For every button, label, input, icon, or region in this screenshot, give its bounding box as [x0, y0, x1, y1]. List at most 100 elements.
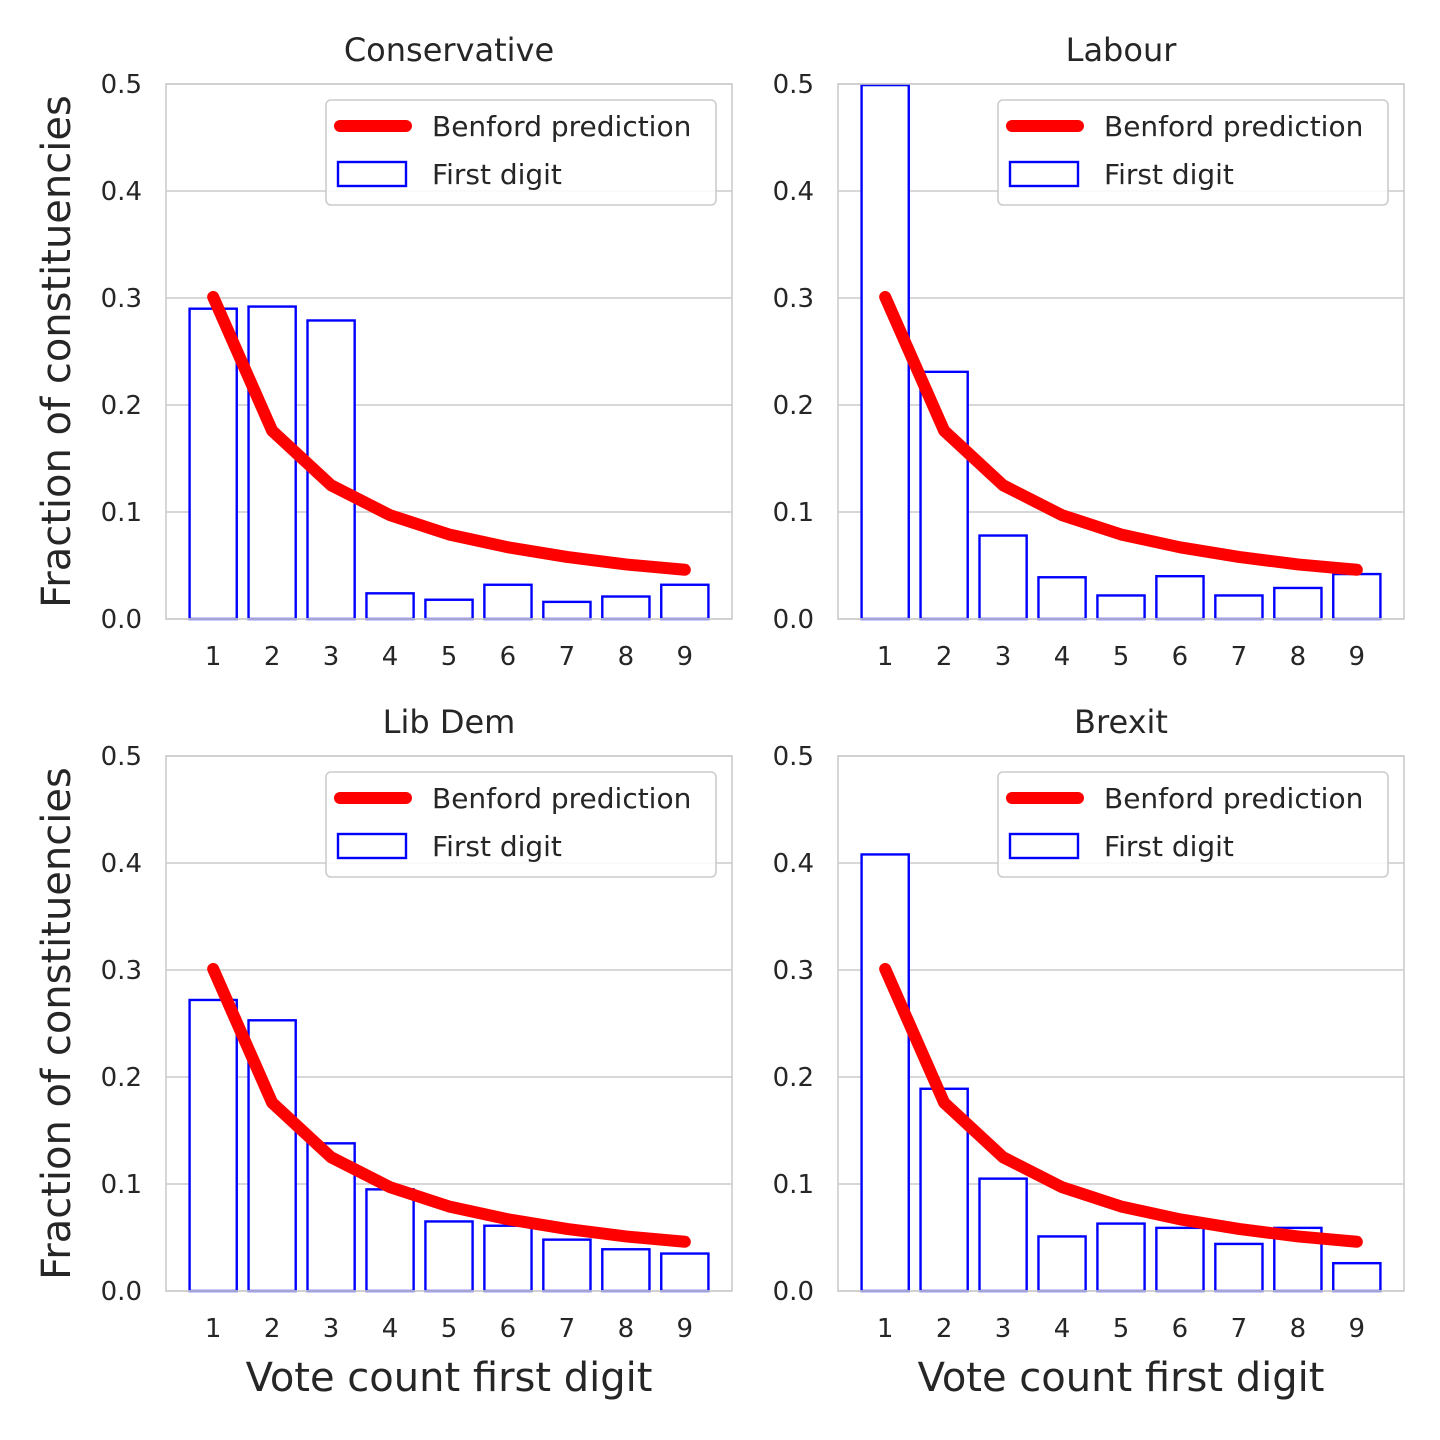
bar-digit-5 — [424, 598, 474, 621]
bar-digit-5 — [424, 1220, 474, 1293]
x-tick-label: 4 — [382, 1314, 399, 1344]
legend-benford-label: Benford prediction — [432, 782, 691, 815]
legend-frame — [325, 771, 717, 878]
legend-first-digit-label: First digit — [1104, 158, 1234, 191]
y-tick-label: 0.3 — [773, 956, 814, 986]
legend-benford-label: Benford prediction — [1104, 110, 1363, 143]
x-tick-label: 2 — [264, 1314, 281, 1344]
x-axis-label: Vote count first digit — [246, 1355, 653, 1401]
y-tick-label: 0.2 — [773, 1063, 814, 1093]
bar-digit-6 — [1155, 1226, 1205, 1293]
legend-frame — [997, 99, 1389, 206]
x-tick-label: 8 — [1290, 1314, 1307, 1344]
panel-title: Brexit — [1074, 703, 1168, 741]
x-tick-label: 7 — [1231, 1314, 1248, 1344]
x-tick-label: 3 — [995, 1314, 1012, 1344]
legend-benford-label: Benford prediction — [432, 110, 691, 143]
y-tick-label: 0.2 — [101, 391, 142, 421]
bar-digit-6 — [483, 583, 533, 621]
y-tick-label: 0.5 — [101, 70, 142, 100]
bar-digit-7 — [542, 600, 592, 621]
x-tick-label: 7 — [559, 642, 576, 672]
panel-title: Conservative — [344, 31, 554, 69]
x-tick-label: 7 — [559, 1314, 576, 1344]
panel-labour: 0.0 0.1 0.2 0.3 0.4 0.5 1 2 3 4 5 6 7 8 9 Labour Benford… — [773, 31, 1405, 672]
bar-digit-1 — [860, 853, 910, 1293]
y-tick-label: 0.0 — [773, 1277, 814, 1307]
bar-digit-3 — [306, 1142, 356, 1293]
x-tick-label: 1 — [877, 642, 894, 672]
bar-digit-4 — [365, 592, 415, 621]
bar-digit-9 — [660, 583, 710, 621]
bar-digit-9 — [660, 1252, 710, 1293]
x-tick-label: 2 — [936, 1314, 953, 1344]
bar-digit-9 — [1332, 1261, 1382, 1293]
x-tick-label: 1 — [205, 1314, 222, 1344]
bar-digit-2 — [247, 305, 297, 621]
x-tick-label: 8 — [1290, 642, 1307, 672]
legend: Benford prediction First digit — [997, 99, 1389, 206]
y-tick-label: 0.1 — [101, 498, 142, 528]
bar-digit-7 — [1214, 594, 1264, 621]
x-tick-label: 3 — [995, 642, 1012, 672]
y-tick-label: 0.5 — [773, 742, 814, 772]
bar-digit-3 — [978, 534, 1028, 621]
y-tick-label: 0.0 — [101, 605, 142, 635]
x-tick-label: 7 — [1231, 642, 1248, 672]
legend-first-digit-swatch — [1008, 832, 1080, 860]
x-tick-label: 9 — [677, 642, 694, 672]
axes-frame — [165, 83, 733, 620]
x-tick-label: 8 — [618, 642, 635, 672]
x-tick-label: 9 — [1349, 1314, 1366, 1344]
y-tick-label: 0.4 — [773, 849, 814, 879]
bar-digit-2 — [247, 1019, 297, 1293]
x-tick-label: 9 — [1349, 642, 1366, 672]
y-tick-label: 0.4 — [101, 849, 142, 879]
y-axis-label: Fraction of constituencies — [34, 95, 80, 608]
y-tick-label: 0.3 — [773, 284, 814, 314]
bar-digit-6 — [483, 1224, 533, 1293]
bar-digit-1 — [188, 998, 238, 1293]
legend-first-digit-label: First digit — [432, 830, 562, 863]
x-tick-label: 5 — [441, 642, 458, 672]
x-tick-label: 8 — [618, 1314, 635, 1344]
panel-lib-dem: 0.0 0.1 0.2 0.3 0.4 0.5 1 2 3 4 5 6 7 8 9 Lib Dem Fracti… — [34, 703, 733, 1401]
y-tick-label: 0.2 — [101, 1063, 142, 1093]
y-tick-label: 0.0 — [101, 1277, 142, 1307]
bar-digit-1 — [860, 83, 910, 621]
bar-digit-7 — [542, 1238, 592, 1293]
x-tick-label: 6 — [500, 642, 517, 672]
legend-first-digit-swatch — [336, 832, 408, 860]
x-tick-label: 2 — [264, 642, 281, 672]
y-tick-label: 0.3 — [101, 284, 142, 314]
y-tick-label: 0.4 — [773, 177, 814, 207]
bar-digit-8 — [601, 1248, 651, 1293]
y-axis-label: Fraction of constituencies — [34, 767, 80, 1280]
x-tick-label: 6 — [1172, 1314, 1189, 1344]
y-tick-label: 0.1 — [773, 1170, 814, 1200]
legend: Benford prediction First digit — [325, 771, 717, 878]
y-tick-label: 0.5 — [101, 742, 142, 772]
panel-brexit: 0.0 0.1 0.2 0.3 0.4 0.5 1 2 3 4 5 6 7 8 9 Brexit Vote co… — [773, 703, 1405, 1401]
bar-digit-1 — [188, 307, 238, 621]
bar-digit-8 — [1273, 586, 1323, 621]
y-tick-label: 0.2 — [773, 391, 814, 421]
bar-digit-9 — [1332, 572, 1382, 621]
y-tick-label: 0.0 — [773, 605, 814, 635]
legend-first-digit-swatch — [1008, 160, 1080, 188]
x-axis-label: Vote count first digit — [918, 1355, 1325, 1401]
y-tick-label: 0.5 — [773, 70, 814, 100]
y-tick-label: 0.4 — [101, 177, 142, 207]
x-tick-label: 2 — [936, 642, 953, 672]
x-tick-label: 6 — [500, 1314, 517, 1344]
bar-digit-6 — [1155, 575, 1205, 621]
x-tick-label: 5 — [1113, 1314, 1130, 1344]
legend: Benford prediction First digit — [997, 771, 1389, 878]
bar-digit-5 — [1096, 594, 1146, 621]
x-tick-label: 4 — [1054, 1314, 1071, 1344]
bar-digit-3 — [978, 1177, 1028, 1293]
bar-digit-8 — [601, 595, 651, 621]
x-tick-label: 4 — [1054, 642, 1071, 672]
axes-frame — [837, 755, 1405, 1292]
